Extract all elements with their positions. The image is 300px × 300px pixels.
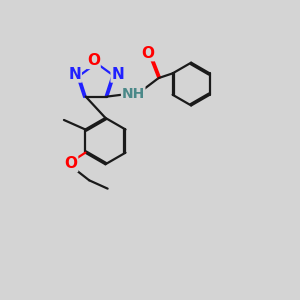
Text: N: N <box>111 67 124 82</box>
Text: O: O <box>87 53 100 68</box>
Text: NH: NH <box>122 87 145 100</box>
Text: O: O <box>141 46 154 61</box>
Text: N: N <box>68 67 81 82</box>
Text: O: O <box>64 157 78 172</box>
